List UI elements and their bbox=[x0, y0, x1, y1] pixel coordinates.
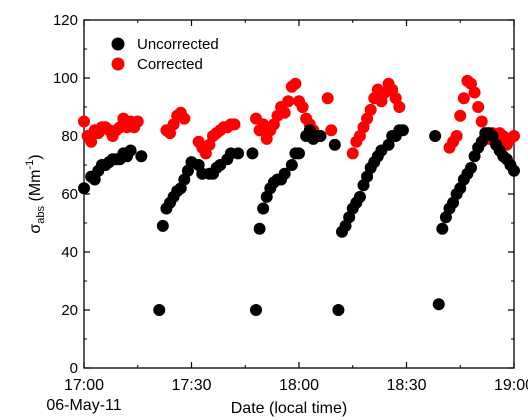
corrected-point bbox=[289, 77, 302, 90]
legend-marker-corrected bbox=[111, 57, 125, 71]
corrected-point bbox=[508, 130, 520, 142]
uncorrected-point bbox=[250, 304, 262, 316]
uncorrected-point bbox=[253, 222, 266, 235]
y-tick-label: 20 bbox=[61, 302, 78, 319]
corrected-point bbox=[472, 101, 485, 113]
corrected-point bbox=[393, 101, 406, 113]
uncorrected-point bbox=[135, 150, 148, 163]
x-tick-label: 18:00 bbox=[279, 377, 319, 394]
date-label: 06-May-11 bbox=[46, 397, 121, 414]
uncorrected-point bbox=[246, 147, 259, 160]
corrected-point bbox=[321, 92, 334, 105]
y-tick-label: 100 bbox=[53, 70, 78, 87]
x-tick-label: 18:30 bbox=[386, 377, 426, 394]
corrected-point bbox=[278, 106, 291, 119]
plot-area: 0 20 40 60 80 100 120 17:00 17:30 18:00 18:30 19:0… bbox=[53, 12, 528, 394]
uncorrected-point bbox=[436, 222, 449, 235]
corrected-point bbox=[450, 130, 463, 142]
corrected-point bbox=[282, 95, 295, 108]
uncorrected-point bbox=[332, 304, 345, 316]
corrected-point bbox=[454, 109, 467, 122]
series-layer bbox=[78, 74, 520, 316]
y-axis-label-unit: (Mm bbox=[27, 170, 44, 206]
corrected-point bbox=[457, 92, 470, 105]
legend-label-uncorrected: Uncorrected bbox=[137, 36, 219, 53]
uncorrected-point bbox=[432, 298, 445, 311]
corrected-point bbox=[475, 115, 488, 128]
uncorrected-point bbox=[293, 147, 305, 160]
uncorrected-point bbox=[78, 182, 90, 195]
y-tick-label: 40 bbox=[61, 244, 78, 261]
x-tick-label: 17:30 bbox=[171, 377, 211, 394]
uncorrected-point bbox=[124, 144, 137, 157]
uncorrected-point bbox=[328, 138, 341, 151]
corrected-point bbox=[85, 135, 98, 148]
y-tick-label: 120 bbox=[53, 12, 78, 29]
corrected-point bbox=[325, 124, 338, 137]
y-axis-label-symbol: σ bbox=[27, 224, 44, 234]
corrected-point bbox=[468, 86, 481, 99]
uncorrected-point bbox=[508, 164, 520, 177]
x-axis: 17:00 17:30 18:00 18:30 19:00 bbox=[64, 20, 528, 394]
legend-marker-uncorrected bbox=[111, 37, 125, 51]
y-axis-label-unit-close: ) bbox=[27, 154, 44, 159]
corrected-point bbox=[228, 118, 241, 131]
uncorrected-point bbox=[314, 130, 327, 142]
uncorrected-point bbox=[396, 124, 409, 137]
uncorrected-point bbox=[465, 161, 477, 174]
legend-label-corrected: Corrected bbox=[137, 56, 203, 73]
uncorrected-point bbox=[257, 202, 270, 215]
y-tick-label: 0 bbox=[70, 360, 78, 377]
corrected-point bbox=[346, 147, 359, 160]
legend: Uncorrected Corrected bbox=[111, 36, 219, 73]
corrected-point bbox=[78, 115, 90, 128]
corrected-point bbox=[296, 101, 309, 113]
corrected-point bbox=[364, 103, 377, 116]
corrected-point bbox=[131, 115, 144, 128]
y-tick-label: 80 bbox=[61, 128, 78, 145]
uncorrected-point bbox=[285, 159, 298, 171]
y-axis-label-superscript: -1 bbox=[24, 160, 36, 170]
corrected-point bbox=[178, 112, 191, 125]
uncorrected-point bbox=[278, 167, 291, 180]
uncorrected-point bbox=[353, 190, 366, 203]
uncorrected-point bbox=[429, 130, 442, 142]
x-axis-label: Date (local time) bbox=[231, 400, 347, 417]
series-uncorrected bbox=[78, 124, 520, 316]
uncorrected-point bbox=[153, 304, 166, 316]
x-tick-label: 19:00 bbox=[494, 377, 528, 394]
series-corrected bbox=[78, 74, 520, 160]
y-tick-label: 60 bbox=[61, 186, 78, 203]
uncorrected-point bbox=[232, 147, 245, 160]
y-axis-label: σabs (Mm-1) bbox=[24, 154, 47, 233]
uncorrected-point bbox=[156, 219, 169, 232]
x-tick-label: 17:00 bbox=[64, 377, 104, 394]
y-axis-label-subscript: abs bbox=[35, 205, 47, 223]
